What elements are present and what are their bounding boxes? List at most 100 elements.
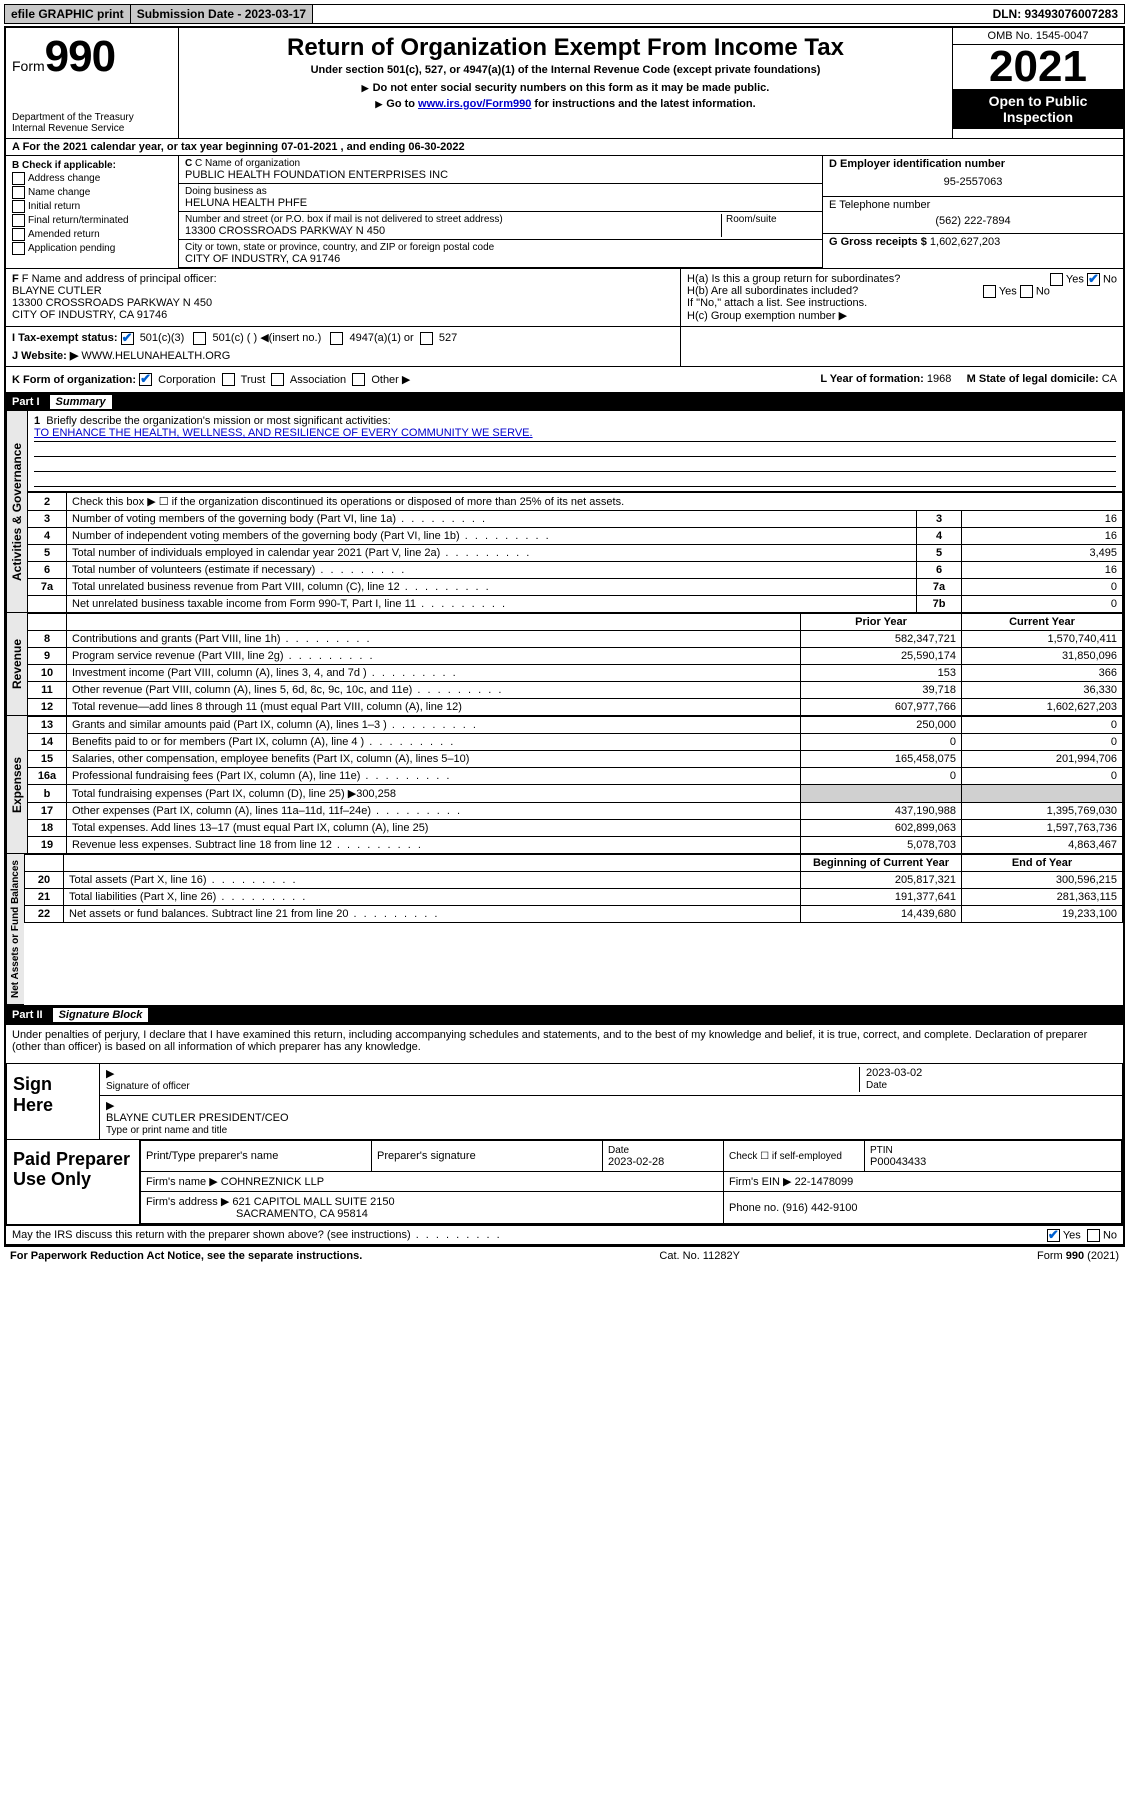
goto-notice: Go to www.irs.gov/Form990 for instructio… bbox=[187, 98, 944, 110]
firm-name: COHNREZNICK LLP bbox=[221, 1176, 324, 1188]
self-employed-check[interactable]: Check ☐ if self-employed bbox=[724, 1141, 865, 1172]
line-15-current: 201,994,706 bbox=[962, 751, 1123, 768]
dba-value: HELUNA HEALTH PHFE bbox=[185, 197, 816, 209]
paid-preparer-label: Paid Preparer Use Only bbox=[7, 1140, 140, 1224]
check-address-change[interactable]: Address change bbox=[12, 172, 172, 185]
gross-label: G Gross receipts $ bbox=[829, 236, 927, 248]
room-label: Room/suite bbox=[721, 214, 816, 237]
declaration-text: Under penalties of perjury, I declare th… bbox=[6, 1024, 1123, 1057]
summary-activities: Activities & Governance 1 Briefly descri… bbox=[6, 411, 1123, 613]
submission-date-button[interactable]: Submission Date - 2023-03-17 bbox=[131, 5, 313, 23]
line-14-label: Benefits paid to or for members (Part IX… bbox=[67, 734, 801, 751]
discuss-row: May the IRS discuss this return with the… bbox=[6, 1225, 1123, 1244]
domicile: CA bbox=[1102, 373, 1117, 385]
firm-addr: 621 CAPITOL MALL SUITE 2150 bbox=[232, 1196, 394, 1208]
line-11-label: Other revenue (Part VIII, column (A), li… bbox=[67, 682, 801, 699]
line-17-label: Other expenses (Part IX, column (A), lin… bbox=[67, 803, 801, 820]
section-i-j: I Tax-exempt status: 501(c)(3) 501(c) ( … bbox=[6, 326, 1123, 366]
part-ii-header: Part II Signature Block bbox=[6, 1005, 1123, 1024]
check-501c[interactable] bbox=[193, 332, 206, 345]
form-label: Form bbox=[12, 58, 45, 74]
summary-revenue: Revenue Prior YearCurrent Year 8Contribu… bbox=[6, 613, 1123, 716]
line-10-current: 366 bbox=[962, 665, 1123, 682]
ssn-notice: Do not enter social security numbers on … bbox=[187, 82, 944, 94]
check-corporation[interactable] bbox=[139, 373, 152, 386]
line-16b-current-shade bbox=[962, 785, 1123, 803]
check-name-change[interactable]: Name change bbox=[12, 186, 172, 199]
section-b-c-d: B Check if applicable: Address change Na… bbox=[6, 155, 1123, 268]
line-18-prior: 602,899,063 bbox=[801, 820, 962, 837]
firm-addr-label: Firm's address ▶ bbox=[146, 1196, 229, 1208]
side-expenses: Expenses bbox=[6, 716, 27, 854]
line-9-prior: 25,590,174 bbox=[801, 648, 962, 665]
goto-pre: Go to bbox=[375, 98, 418, 110]
check-other[interactable] bbox=[352, 373, 365, 386]
lines-2-7: 2Check this box ▶ ☐ if the organization … bbox=[27, 492, 1123, 613]
discuss-yes-check[interactable] bbox=[1047, 1229, 1060, 1242]
efile-print-button[interactable]: efile GRAPHIC print bbox=[5, 5, 131, 23]
officer-type-label: Type or print name and title bbox=[106, 1125, 227, 1136]
check-application-pending[interactable]: Application pending bbox=[12, 242, 172, 255]
ptin-value: P00043433 bbox=[870, 1156, 926, 1168]
line-6-label: Total number of volunteers (estimate if … bbox=[67, 562, 917, 579]
line-21-prior: 191,377,641 bbox=[801, 889, 962, 906]
line-20-current: 300,596,215 bbox=[962, 872, 1123, 889]
line-13-prior: 250,000 bbox=[801, 717, 962, 734]
check-501c3[interactable] bbox=[121, 332, 134, 345]
line-12-prior: 607,977,766 bbox=[801, 699, 962, 716]
line-11-current: 36,330 bbox=[962, 682, 1123, 699]
part-i-header: Part I Summary bbox=[6, 392, 1123, 411]
tel-label: E Telephone number bbox=[829, 199, 1117, 211]
summary-expenses: Expenses 13Grants and similar amounts pa… bbox=[6, 716, 1123, 854]
line-2: Check this box ▶ ☐ if the organization d… bbox=[67, 493, 1123, 511]
line-1: 1 Briefly describe the organization's mi… bbox=[27, 411, 1123, 492]
check-amended-return[interactable]: Amended return bbox=[12, 228, 172, 241]
discuss-no-check[interactable] bbox=[1087, 1229, 1100, 1242]
form-number: Form990 bbox=[12, 32, 172, 82]
dln-label: DLN: 93493076007283 bbox=[987, 5, 1124, 23]
line-16a-current: 0 bbox=[962, 768, 1123, 785]
sig-date-value: 2023-03-02 bbox=[866, 1067, 922, 1079]
cat-number: Cat. No. 11282Y bbox=[659, 1250, 740, 1262]
preparer-date: 2023-02-28 bbox=[608, 1156, 664, 1168]
year-formation: 1968 bbox=[927, 373, 951, 385]
line-7a-label: Total unrelated business revenue from Pa… bbox=[67, 579, 917, 596]
org-name: PUBLIC HEALTH FOUNDATION ENTERPRISES INC bbox=[185, 169, 816, 181]
sign-here-label: Sign Here bbox=[7, 1064, 100, 1139]
line-18-label: Total expenses. Add lines 13–17 (must eq… bbox=[67, 820, 801, 837]
line-16a-prior: 0 bbox=[801, 768, 962, 785]
line-20-prior: 205,817,321 bbox=[801, 872, 962, 889]
line-22-label: Net assets or fund balances. Subtract li… bbox=[64, 906, 801, 923]
part-i-label: Part I bbox=[12, 396, 40, 408]
domicile-label: M State of legal domicile: bbox=[967, 373, 1102, 385]
year-formation-label: L Year of formation: bbox=[820, 373, 927, 385]
section-f-h: F F Name and address of principal office… bbox=[6, 268, 1123, 326]
side-netassets: Net Assets or Fund Balances bbox=[6, 854, 24, 1005]
officer-addr1: 13300 CROSSROADS PARKWAY N 450 bbox=[12, 297, 674, 309]
line-9-label: Program service revenue (Part VIII, line… bbox=[67, 648, 801, 665]
line-7a-value: 0 bbox=[962, 579, 1123, 596]
check-association[interactable] bbox=[271, 373, 284, 386]
line-5-value: 3,495 bbox=[962, 545, 1123, 562]
preparer-name-label: Print/Type preparer's name bbox=[141, 1141, 372, 1172]
city-label: City or town, state or province, country… bbox=[185, 242, 816, 253]
side-activities: Activities & Governance bbox=[6, 411, 27, 613]
check-trust[interactable] bbox=[222, 373, 235, 386]
check-527[interactable] bbox=[420, 332, 433, 345]
line-7b-label: Net unrelated business taxable income fr… bbox=[67, 596, 917, 613]
line-22-prior: 14,439,680 bbox=[801, 906, 962, 923]
form-ref: Form 990 (2021) bbox=[1037, 1250, 1119, 1262]
check-final-return[interactable]: Final return/terminated bbox=[12, 214, 172, 227]
firm-ein-label: Firm's EIN ▶ bbox=[729, 1176, 792, 1188]
line-4-label: Number of independent voting members of … bbox=[67, 528, 917, 545]
line-16b-label: Total fundraising expenses (Part IX, col… bbox=[67, 785, 801, 803]
summary-netassets: Net Assets or Fund Balances Beginning of… bbox=[6, 854, 1123, 1005]
check-initial-return[interactable]: Initial return bbox=[12, 200, 172, 213]
street-label: Number and street (or P.O. box if mail i… bbox=[185, 214, 721, 225]
line-4-value: 16 bbox=[962, 528, 1123, 545]
line-18-current: 1,597,763,736 bbox=[962, 820, 1123, 837]
check-4947[interactable] bbox=[330, 332, 343, 345]
side-revenue: Revenue bbox=[6, 613, 27, 716]
current-year-head: Current Year bbox=[962, 614, 1123, 631]
form990-link[interactable]: www.irs.gov/Form990 bbox=[418, 98, 531, 110]
